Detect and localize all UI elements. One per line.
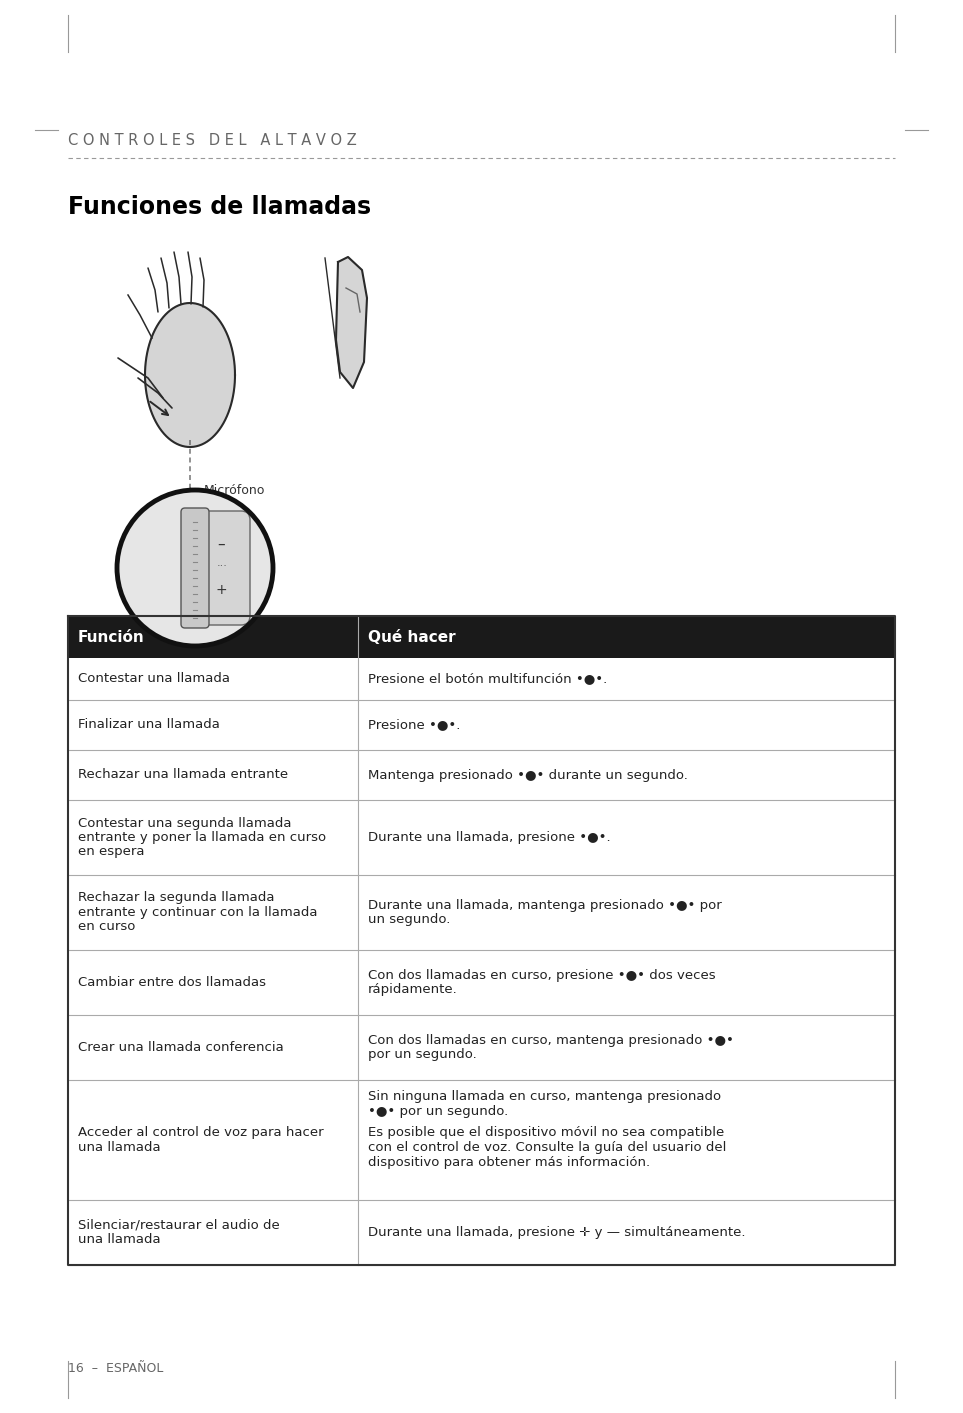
Text: con el control de voz. Consulte la guía del usuario del: con el control de voz. Consulte la guía … <box>368 1142 726 1154</box>
Text: Durante una llamada, mantenga presionado •●• por: Durante una llamada, mantenga presionado… <box>368 899 721 911</box>
Text: entrante y continuar con la llamada: entrante y continuar con la llamada <box>78 906 318 918</box>
Text: Contestar una segunda llamada: Contestar una segunda llamada <box>78 817 292 829</box>
Text: Rechazar la segunda llamada: Rechazar la segunda llamada <box>78 892 274 904</box>
Text: por un segundo.: por un segundo. <box>368 1048 477 1061</box>
Text: en espera: en espera <box>78 845 144 859</box>
Text: Acceder al control de voz para hacer: Acceder al control de voz para hacer <box>78 1126 324 1139</box>
Text: Con dos llamadas en curso, presione •●• dos veces: Con dos llamadas en curso, presione •●• … <box>368 969 716 982</box>
Text: Durante una llamada, presione ✛ y — simultáneamente.: Durante una llamada, presione ✛ y — simu… <box>368 1226 745 1239</box>
FancyBboxPatch shape <box>181 509 209 627</box>
Text: en curso: en curso <box>78 920 136 934</box>
Text: Es posible que el dispositivo móvil no sea compatible: Es posible que el dispositivo móvil no s… <box>368 1126 724 1139</box>
Text: Crear una llamada conferencia: Crear una llamada conferencia <box>78 1041 284 1054</box>
Text: Función: Función <box>78 630 144 644</box>
Text: dispositivo para obtener más información.: dispositivo para obtener más información… <box>368 1156 650 1169</box>
FancyBboxPatch shape <box>194 512 250 625</box>
Text: –: – <box>218 537 224 551</box>
Text: Micrófono: Micrófono <box>204 483 266 496</box>
Text: Cambiar entre dos llamadas: Cambiar entre dos llamadas <box>78 976 266 989</box>
Text: Presione el botón multifunción •●•.: Presione el botón multifunción •●•. <box>368 673 608 685</box>
Polygon shape <box>336 257 367 389</box>
Text: Rechazar una llamada entrante: Rechazar una llamada entrante <box>78 769 288 781</box>
Text: Silenciar/restaurar el audio de: Silenciar/restaurar el audio de <box>78 1219 279 1232</box>
Text: Finalizar una llamada: Finalizar una llamada <box>78 718 220 732</box>
Text: Mantenga presionado •●• durante un segundo.: Mantenga presionado •●• durante un segun… <box>368 769 688 781</box>
Polygon shape <box>145 302 235 447</box>
Text: una llamada: una llamada <box>78 1140 161 1154</box>
Text: C O N T R O L E S   D E L   A L T A V O Z: C O N T R O L E S D E L A L T A V O Z <box>68 133 356 148</box>
Text: un segundo.: un segundo. <box>368 913 451 927</box>
Text: Funciones de llamadas: Funciones de llamadas <box>68 195 371 219</box>
Text: Presione •●•.: Presione •●•. <box>368 718 460 732</box>
Text: •●• por un segundo.: •●• por un segundo. <box>368 1105 508 1118</box>
Text: ···: ··· <box>217 561 227 571</box>
Text: Con dos llamadas en curso, mantenga presionado •●•: Con dos llamadas en curso, mantenga pres… <box>368 1034 734 1047</box>
Text: 16  –  ESPAÑOL: 16 – ESPAÑOL <box>68 1362 164 1375</box>
Bar <box>68 616 895 658</box>
Text: una llamada: una llamada <box>78 1234 161 1246</box>
Text: entrante y poner la llamada en curso: entrante y poner la llamada en curso <box>78 831 326 844</box>
Text: +: + <box>215 584 227 598</box>
Text: Qué hacer: Qué hacer <box>368 630 455 644</box>
Text: Durante una llamada, presione •●•.: Durante una llamada, presione •●•. <box>368 831 611 844</box>
Circle shape <box>117 490 273 646</box>
Text: Contestar una llamada: Contestar una llamada <box>78 673 230 685</box>
Text: rápidamente.: rápidamente. <box>368 983 457 996</box>
Text: Sin ninguna llamada en curso, mantenga presionado: Sin ninguna llamada en curso, mantenga p… <box>368 1089 721 1104</box>
